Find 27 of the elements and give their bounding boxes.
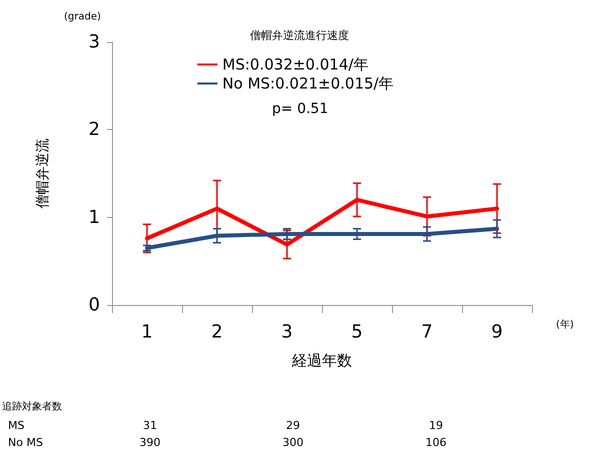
x-tick-label: 5 bbox=[351, 322, 363, 342]
x-tick-label: 1 bbox=[141, 322, 153, 342]
x-tick-label: 2 bbox=[211, 322, 223, 342]
y-tick-label: 1 bbox=[88, 206, 100, 228]
y-tick-label: 2 bbox=[88, 119, 100, 140]
y-tick-label: 0 bbox=[88, 294, 100, 316]
legend-label: MS:0.032±0.014/年 bbox=[222, 56, 368, 74]
text: 29 bbox=[286, 419, 300, 432]
text: 19 bbox=[429, 419, 443, 432]
text: (grade) bbox=[64, 12, 101, 22]
annotation: p= 0.51 bbox=[272, 101, 328, 117]
text: (年) bbox=[556, 318, 574, 330]
x-tick-label: 7 bbox=[421, 322, 433, 342]
legend-title: 僧帽弁逆流進行速度 bbox=[250, 29, 349, 42]
text: 300 bbox=[282, 436, 304, 449]
text: 106 bbox=[426, 436, 446, 449]
x-tick-label: 9 bbox=[491, 322, 503, 342]
text: 追跡対象者数 bbox=[2, 400, 62, 412]
text: 390 bbox=[140, 436, 160, 449]
y-tick-label: 3 bbox=[88, 32, 100, 52]
y-axis-title: 僧帽弁逆流 bbox=[35, 138, 51, 208]
legend-label: No MS:0.021±0.015/年 bbox=[222, 74, 394, 92]
x-axis-title: 経過年数 bbox=[291, 352, 352, 370]
x-tick-label: 3 bbox=[281, 322, 293, 342]
text: 31 bbox=[143, 419, 157, 432]
text: MS bbox=[8, 419, 24, 432]
text: No MS bbox=[8, 436, 43, 449]
